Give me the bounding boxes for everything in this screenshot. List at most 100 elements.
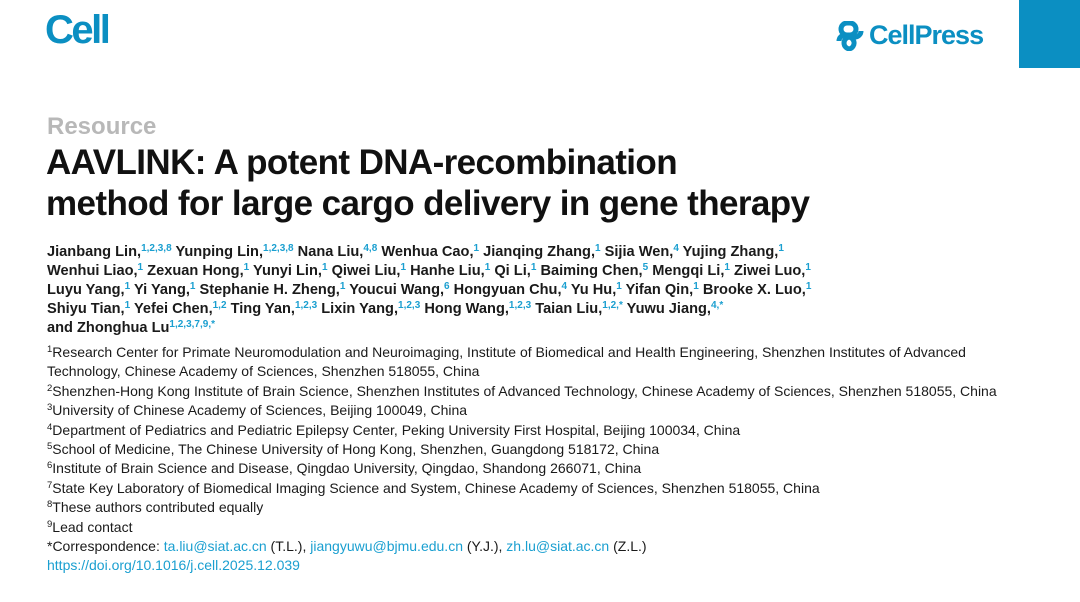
affiliation: 9Lead contact [47,518,997,537]
author-affiliation-sup: 1 [400,262,407,273]
author-list: Jianbang Lin,1,2,3,8 Yunping Lin,1,2,3,8… [47,243,811,338]
cellpress-wordmark: CellPress [869,20,984,50]
author-affiliation-sup: 1 [124,300,131,311]
author-name: Taian Liu, [535,301,603,317]
cellpress-link-icon [836,20,864,51]
author-name: Yujing Zhang, [682,244,779,260]
author-affiliation-sup: 1,2,3,7,9,* [169,319,215,330]
affiliation-number: 9 [47,518,53,530]
author-name: Wenhua Cao, [381,244,474,260]
affiliation-text: University of Chinese Academy of Science… [52,402,468,419]
author-name: Nana Liu, [297,244,364,260]
author-affiliation-sup: 1 [473,243,480,254]
affiliation-number: 4 [47,421,53,433]
affiliation: 1Research Center for Primate Neuromodula… [47,343,997,382]
cellpress-logo: CellPress [835,20,984,51]
affiliation-number: 3 [47,402,53,414]
author-line: Wenhui Liao,1 Zexuan Hong,1 Yunyi Lin,1 … [47,262,811,281]
author-affiliation-sup: 6 [444,281,450,292]
author-name: Hongyuan Chu, [453,282,562,298]
author-affiliation-sup: 1 [321,262,328,273]
affiliation: 2Shenzhen-Hong Kong Institute of Brain S… [47,382,997,401]
author-line: and Zhonghua Lu1,2,3,7,9,* [47,319,811,338]
affiliation: 8These authors contributed equally [47,498,997,517]
author-name: Luyu Yang, [47,282,125,298]
author-name: Lixin Yang, [321,301,399,317]
author-affiliation-sup: 1 [137,262,144,273]
affiliation-text: State Key Laboratory of Biomedical Imagi… [52,479,820,496]
author-name: Sijia Wen, [604,244,674,260]
article-type: Resource [47,113,157,140]
author-affiliation-sup: 1,2,3,8 [141,243,172,254]
author-name: Yi Yang, [133,282,190,298]
author-affiliation-sup: 1,2,* [602,300,623,311]
doi-link[interactable]: https://doi.org/10.1016/j.cell.2025.12.0… [47,557,300,574]
author-name: Hanhe Liu, [410,263,485,279]
affiliation-text: These authors contributed equally [52,499,264,516]
correspondence-initials: (T.L.), [266,538,311,555]
brand-corner-block [1019,0,1080,68]
affiliation: 3University of Chinese Academy of Scienc… [47,401,997,420]
affiliation-text: School of Medicine, The Chinese Universi… [52,441,660,458]
affiliation-text: Lead contact [52,518,133,535]
author-affiliation-sup: 1 [693,281,699,292]
author-name: Jianbang Lin, [47,244,142,260]
correspondence-initials: (Y.J.), [462,538,507,555]
author-name: Yefei Chen, [133,301,213,317]
email-link[interactable]: ta.liu@siat.ac.cn [163,538,267,555]
affiliation-number: 2 [47,382,53,394]
affiliation: 7State Key Laboratory of Biomedical Imag… [47,479,997,498]
author-affiliation-sup: 1 [530,262,537,273]
author-affiliation-sup: 1 [595,243,601,254]
correspondence-label: *Correspondence: [47,538,164,555]
author-name: Jianqing Zhang, [483,244,596,260]
author-name: Ting Yan, [230,301,295,317]
author-affiliation-sup: 1 [724,262,730,273]
affiliation: 4Department of Pediatrics and Pediatric … [47,421,997,440]
affiliations: 1Research Center for Primate Neuromodula… [47,343,997,576]
author-affiliation-sup: 1 [484,262,491,273]
email-link[interactable]: zh.lu@siat.ac.cn [506,538,610,555]
affiliation-number: 1 [47,344,53,355]
author-affiliation-sup: 4,* [710,300,724,311]
author-affiliation-sup: 1 [339,281,346,292]
author-affiliation-sup: 4 [561,281,568,292]
author-affiliation-sup: 1 [189,281,196,292]
affiliation-number: 7 [47,479,53,491]
author-affiliation-sup: 1,2,3 [294,300,318,311]
cell-journal-logo: Cell [45,8,111,52]
author-affiliation-sup: 1 [616,281,622,292]
affiliation: 6Institute of Brain Science and Disease,… [47,459,997,478]
article-title: AAVLINK: A potent DNA-recombination meth… [46,142,810,224]
author-name: Hong Wang, [424,301,509,317]
author-name: Mengqi Li, [652,263,725,279]
author-name: Qiwei Liu, [331,263,401,279]
author-line: Jianbang Lin,1,2,3,8 Yunping Lin,1,2,3,8… [47,243,811,262]
author-name: Youcui Wang, [349,282,445,298]
author-name: Shiyu Tian, [47,301,125,317]
correspondence-initials: (Z.L.) [609,538,647,555]
author-affiliation-sup: 1,2,3,8 [263,243,294,254]
author-affiliation-sup: 1 [124,281,131,292]
title-line: AAVLINK: A potent DNA-recombination [46,143,678,182]
author-name: Stephanie H. Zheng, [199,282,340,298]
author-name: Qi Li, [494,263,531,279]
title-line: method for large cargo delivery in gene … [46,184,810,223]
author-name: Yifan Qin, [625,282,694,298]
author-affiliation-sup: 1 [243,262,250,273]
author-name: Yuwu Jiang, [626,301,711,317]
correspondence: *Correspondence: ta.liu@siat.ac.cn (T.L.… [47,537,997,556]
author-affiliation-sup: 1,2,3 [508,300,532,311]
author-affiliation-sup: 1 [805,262,811,273]
affiliation-text: Institute of Brain Science and Disease, … [52,460,642,477]
email-link[interactable]: jiangyuwu@bjmu.edu.cn [310,538,463,555]
author-affiliation-sup: 5 [642,262,649,273]
author-name: Wenhui Liao, [47,263,138,279]
author-name: Yunping Lin, [175,244,264,260]
author-name: and Zhonghua Lu [47,320,170,336]
author-affiliation-sup: 4 [673,243,679,254]
author-affiliation-sup: 1 [778,243,784,254]
affiliation-text: Shenzhen-Hong Kong Institute of Brain Sc… [52,382,997,399]
author-name: Baiming Chen, [540,263,643,279]
affiliation-number: 8 [47,499,53,511]
